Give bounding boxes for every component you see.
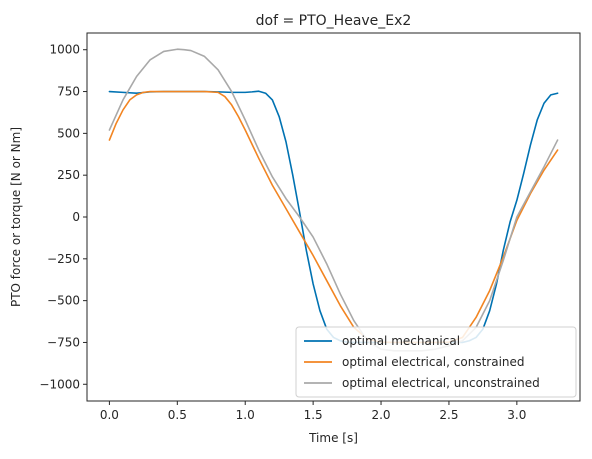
y-axis-label: PTO force or torque [N or Nm] [9, 127, 23, 307]
series-line-3 [108, 48, 559, 352]
legend-label-1: optimal mechanical [342, 334, 460, 348]
x-tick-label: 1.0 [236, 408, 255, 422]
x-tick-label: 0.0 [100, 408, 119, 422]
series-line-2 [108, 90, 559, 344]
x-axis-ticks: 0.0 0.5 1.0 1.5 2.0 2.5 3.0 [100, 401, 526, 422]
x-tick-label: 2.5 [439, 408, 458, 422]
y-tick-label: 750 [57, 85, 80, 99]
legend: optimal mechanical optimal electrical, co… [295, 326, 577, 398]
x-tick-label: 1.5 [304, 408, 323, 422]
y-tick-label: 500 [57, 126, 80, 140]
x-tick-label: 2.0 [371, 408, 390, 422]
y-tick-label: −750 [47, 335, 80, 349]
chart-title: dof = PTO_Heave_Ex2 [256, 13, 412, 29]
legend-label-2: optimal electrical, constrained [342, 355, 525, 369]
y-tick-label: −500 [47, 294, 80, 308]
y-tick-label: −1000 [39, 377, 80, 391]
x-axis-label: Time [s] [308, 431, 358, 445]
x-tick-label: 3.0 [507, 408, 526, 422]
x-tick-label: 0.5 [168, 408, 187, 422]
y-tick-label: 250 [57, 168, 80, 182]
y-tick-label: 0 [72, 210, 80, 224]
legend-label-3: optimal electrical, unconstrained [342, 376, 540, 390]
y-tick-label: 1000 [49, 43, 80, 57]
y-axis-ticks: −1000 −750 −500 −250 0 250 500 750 1000 [39, 43, 87, 391]
y-tick-label: −250 [47, 252, 80, 266]
legend-box [295, 326, 577, 398]
